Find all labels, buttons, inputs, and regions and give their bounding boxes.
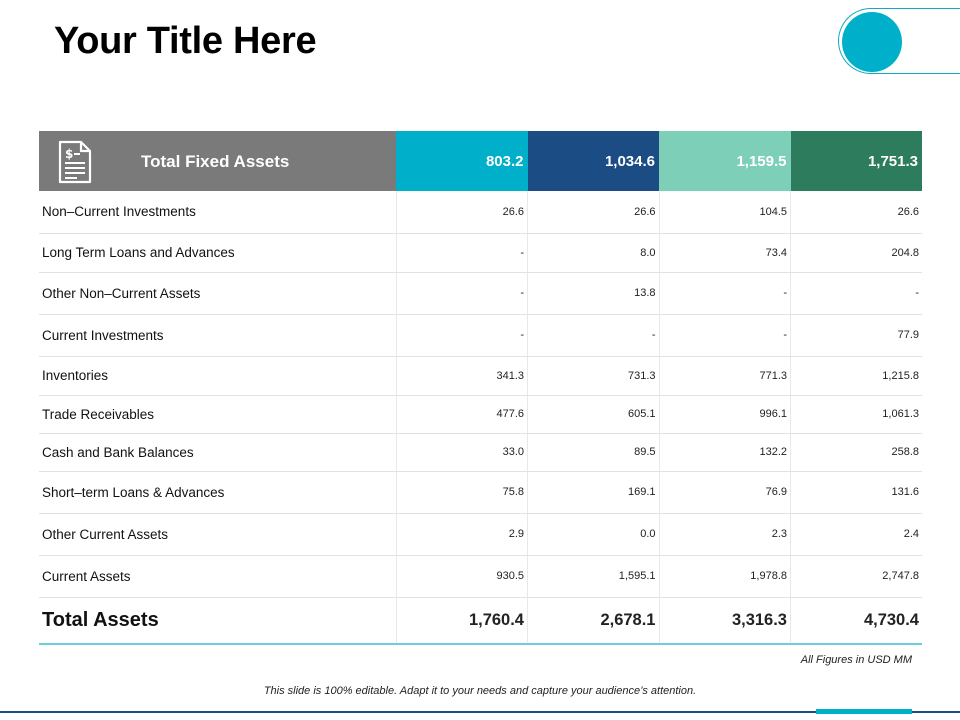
cell-value: 2.9 xyxy=(395,513,528,556)
header-label-cell: $ Total Fixed Assets xyxy=(39,131,396,191)
cell-value: 26.6 xyxy=(790,191,922,234)
cell-value: 2.3 xyxy=(658,513,791,556)
table-row: Current Assets 930.5 1,595.1 1,978.8 2,7… xyxy=(39,555,922,598)
cell-value: 2.4 xyxy=(790,513,922,556)
row-label: Other Current Assets xyxy=(39,513,396,556)
table-row: Cash and Bank Balances 33.0 89.5 132.2 2… xyxy=(39,433,922,472)
row-label: Current Investments xyxy=(39,314,396,357)
cell-value: 1,061.3 xyxy=(790,395,922,434)
cell-value: 26.6 xyxy=(395,191,528,234)
cell-value: 73.4 xyxy=(658,233,791,273)
cell-value: 341.3 xyxy=(395,356,528,396)
cell-value: - xyxy=(395,272,528,315)
row-label: Inventories xyxy=(39,356,396,396)
svg-text:$: $ xyxy=(65,147,73,161)
header-value: 803.2 xyxy=(396,131,528,191)
cell-value: 1,215.8 xyxy=(790,356,922,396)
bottom-accent-bar xyxy=(816,709,912,714)
row-label: Trade Receivables xyxy=(39,395,396,434)
table-row: Short–term Loans & Advances 75.8 169.1 7… xyxy=(39,471,922,514)
total-value: 3,316.3 xyxy=(658,597,791,645)
cell-value: - xyxy=(527,314,659,357)
cell-value: 771.3 xyxy=(658,356,791,396)
cell-value: 169.1 xyxy=(527,471,659,514)
row-label: Short–term Loans & Advances xyxy=(39,471,396,514)
table-row: Current Investments - - - 77.9 xyxy=(39,314,922,357)
total-value: 1,760.4 xyxy=(395,597,528,645)
header-value: 1,751.3 xyxy=(790,131,922,191)
cell-value: - xyxy=(395,233,528,273)
cell-value: 13.8 xyxy=(527,272,659,315)
cell-value: 258.8 xyxy=(790,433,922,472)
total-label: Total Assets xyxy=(39,597,396,645)
units-note: All Figures in USD MM xyxy=(800,654,912,666)
total-value: 2,678.1 xyxy=(527,597,659,645)
cell-value: 104.5 xyxy=(658,191,791,234)
cell-value: 204.8 xyxy=(790,233,922,273)
row-label: Other Non–Current Assets xyxy=(39,272,396,315)
cell-value: 930.5 xyxy=(395,555,528,598)
cell-value: - xyxy=(658,314,791,357)
footer-text: This slide is 100% editable. Adapt it to… xyxy=(263,685,697,697)
cell-value: 33.0 xyxy=(395,433,528,472)
cell-value: 89.5 xyxy=(527,433,659,472)
row-label: Long Term Loans and Advances xyxy=(39,233,396,273)
row-label: Current Assets xyxy=(39,555,396,598)
header-value: 1,034.6 xyxy=(527,131,659,191)
page-title: Your Title Here xyxy=(54,20,317,62)
table-row: Long Term Loans and Advances - 8.0 73.4 … xyxy=(39,233,922,273)
total-value: 4,730.4 xyxy=(790,597,922,645)
assets-table: $ Total Fixed Assets 803.2 1,034.6 1,159… xyxy=(39,131,922,645)
cell-value: 8.0 xyxy=(527,233,659,273)
cell-value: 1,978.8 xyxy=(658,555,791,598)
table-row: Other Current Assets 2.9 0.0 2.3 2.4 xyxy=(39,513,922,556)
bottom-divider xyxy=(0,711,960,713)
total-row: Total Assets 1,760.4 2,678.1 3,316.3 4,7… xyxy=(39,597,922,645)
cell-value: 605.1 xyxy=(527,395,659,434)
cell-value: 76.9 xyxy=(658,471,791,514)
header-value: 1,159.5 xyxy=(659,131,791,191)
cell-value: - xyxy=(395,314,528,357)
cell-value: 731.3 xyxy=(527,356,659,396)
cell-value: - xyxy=(658,272,791,315)
cell-value: 26.6 xyxy=(527,191,659,234)
table-row: Inventories 341.3 731.3 771.3 1,215.8 xyxy=(39,356,922,396)
table-header-row: $ Total Fixed Assets 803.2 1,034.6 1,159… xyxy=(39,131,922,191)
cell-value: 477.6 xyxy=(395,395,528,434)
document-dollar-icon: $ xyxy=(57,139,93,189)
cell-value: 1,595.1 xyxy=(527,555,659,598)
row-label: Cash and Bank Balances xyxy=(39,433,396,472)
row-label: Non–Current Investments xyxy=(39,191,396,234)
cell-value: 131.6 xyxy=(790,471,922,514)
decorative-circle xyxy=(842,12,902,72)
table-row: Other Non–Current Assets - 13.8 - - xyxy=(39,272,922,315)
cell-value: 75.8 xyxy=(395,471,528,514)
table-row: Non–Current Investments 26.6 26.6 104.5 … xyxy=(39,191,922,234)
cell-value: - xyxy=(790,272,922,315)
cell-value: 0.0 xyxy=(527,513,659,556)
cell-value: 2,747.8 xyxy=(790,555,922,598)
cell-value: 996.1 xyxy=(658,395,791,434)
table-row: Trade Receivables 477.6 605.1 996.1 1,06… xyxy=(39,395,922,434)
cell-value: 77.9 xyxy=(790,314,922,357)
cell-value: 132.2 xyxy=(658,433,791,472)
header-label: Total Fixed Assets xyxy=(141,152,290,171)
